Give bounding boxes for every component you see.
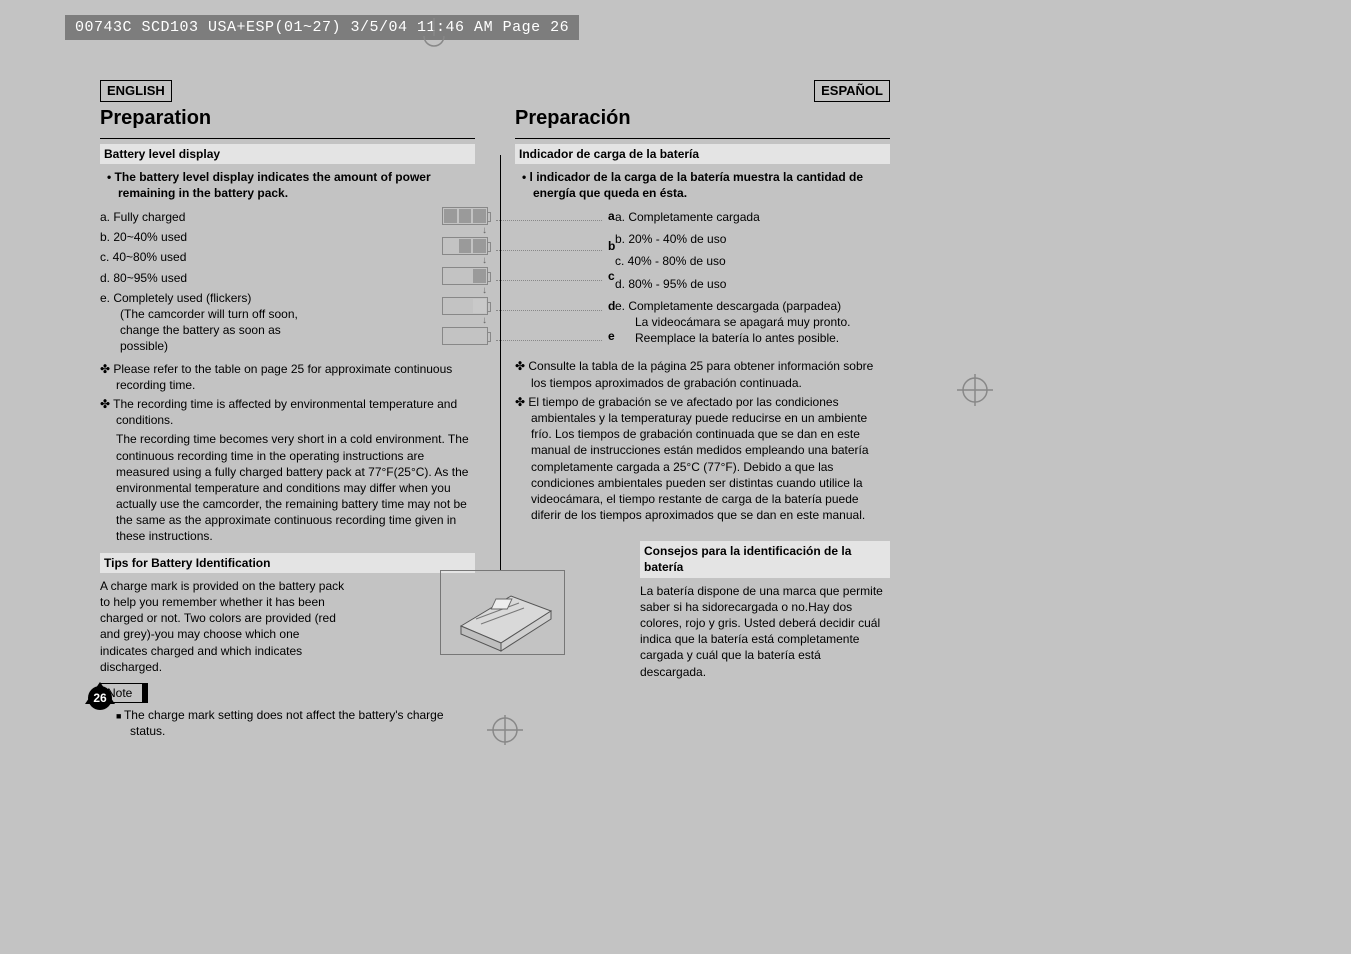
bullet2-es: El tiempo de grabación se ve afectado po… bbox=[515, 394, 890, 524]
page-number: 26 bbox=[88, 686, 112, 710]
level-list-en: a. Fully charged b. 20~40% used c. 40~80… bbox=[100, 209, 330, 355]
title-preparation-en: Preparation bbox=[100, 105, 475, 132]
file-header-strip: 00743C SCD103 USA+ESP(01~27) 3/5/04 11:4… bbox=[65, 15, 579, 40]
bullet2-en: The recording time is affected by enviro… bbox=[100, 396, 475, 428]
level-list-es: a. Completamente cargada b. 20% - 40% de… bbox=[615, 209, 890, 346]
note-item-en: The charge mark setting does not affect … bbox=[100, 707, 475, 739]
crop-mark-right bbox=[945, 370, 1005, 410]
level-e-en-extra1: (The camcorder will turn off soon, bbox=[120, 307, 298, 321]
level-d-en: d. 80~95% used bbox=[100, 270, 330, 286]
level-a-es: a. Completamente cargada bbox=[615, 209, 890, 225]
subhead-battery-es: Indicador de carga de la batería bbox=[515, 144, 890, 164]
tips-head-es: Consejos para la identificación de la ba… bbox=[640, 541, 890, 577]
lang-tag-english: ENGLISH bbox=[100, 80, 172, 102]
manual-page: ENGLISH Preparation Battery level displa… bbox=[100, 80, 890, 700]
level-e-en: e. Completely used (flickers) (The camco… bbox=[100, 290, 330, 355]
level-e-en-extra2: change the battery as soon as possible) bbox=[120, 323, 281, 353]
level-b-es: b. 20% - 40% de uso bbox=[615, 231, 890, 247]
divider-es bbox=[515, 138, 890, 139]
spanish-column: ESPAÑOL Preparación Indicador de carga d… bbox=[515, 80, 890, 688]
level-e-es-extra1: La videocámara se apagará muy pronto. bbox=[635, 315, 850, 329]
lang-tag-spanish: ESPAÑOL bbox=[814, 80, 890, 102]
tips-para-en: A charge mark is provided on the battery… bbox=[100, 578, 345, 675]
level-e-es-extra2: Reemplace la batería lo antes posible. bbox=[635, 331, 839, 345]
page-number-badge: 26 bbox=[85, 682, 115, 712]
bullet1-en: Please refer to the table on page 25 for… bbox=[100, 361, 475, 393]
divider-en bbox=[100, 138, 475, 139]
tips-para-es: La batería dispone de una marca que perm… bbox=[640, 583, 890, 680]
level-e-en-text: e. Completely used (flickers) bbox=[100, 291, 251, 305]
level-c-en: c. 40~80% used bbox=[100, 249, 330, 265]
intro-es: l indicador de la carga de la batería mu… bbox=[533, 169, 890, 201]
notes-list-en: Please refer to the table on page 25 for… bbox=[100, 361, 475, 429]
intro-en: The battery level display indicates the … bbox=[118, 169, 475, 201]
level-e-es-text: e. Completamente descargada (parpadea) bbox=[615, 299, 841, 313]
notes-list-es: Consulte la tabla de la página 25 para o… bbox=[515, 358, 890, 523]
english-column: ENGLISH Preparation Battery level displa… bbox=[100, 80, 475, 740]
level-b-en: b. 20~40% used bbox=[100, 229, 330, 245]
tips-head-en: Tips for Battery Identification bbox=[100, 553, 475, 573]
level-c-es: c. 40% - 80% de uso bbox=[615, 253, 890, 269]
crop-mark-bottom bbox=[475, 715, 535, 755]
level-a-en: a. Fully charged bbox=[100, 209, 330, 225]
bullet1-es: Consulte la tabla de la página 25 para o… bbox=[515, 358, 890, 390]
subhead-battery-en: Battery level display bbox=[100, 144, 475, 164]
level-e-es: e. Completamente descargada (parpadea) L… bbox=[615, 298, 890, 347]
bullet2-cont-en: The recording time becomes very short in… bbox=[100, 431, 475, 544]
title-preparacion-es: Preparación bbox=[515, 105, 890, 132]
level-d-es: d. 80% - 95% de uso bbox=[615, 276, 890, 292]
